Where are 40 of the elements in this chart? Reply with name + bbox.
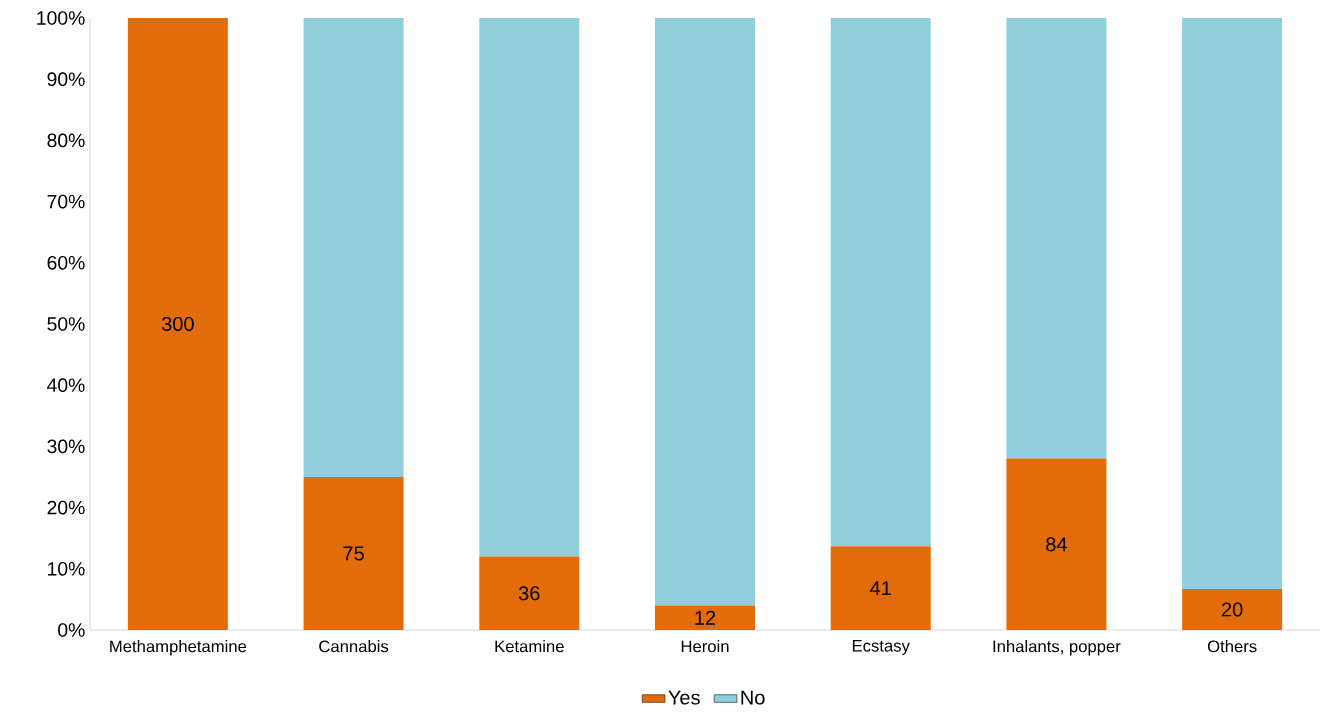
bar <box>1006 17 1107 459</box>
annotation: 75 <box>343 546 364 561</box>
y-tick-label: 50% <box>47 317 85 331</box>
bar <box>1182 17 1283 589</box>
y-tick-label: 90% <box>47 72 85 87</box>
x-tick-label: Cannabis <box>319 640 389 653</box>
annotation: 20 <box>1222 602 1243 617</box>
y-tick-label: 100% <box>37 11 85 25</box>
legend-label: Yes <box>668 690 700 705</box>
x-tick-label: Heroin <box>681 640 729 653</box>
x-tick-label: Methamphetamine <box>110 640 247 656</box>
annotation: 41 <box>870 581 891 595</box>
bar <box>479 556 580 630</box>
legend-label: No <box>741 690 765 705</box>
x-tick-label: Inhalants, popper <box>993 640 1121 656</box>
bar <box>303 476 404 630</box>
bar <box>830 17 931 547</box>
y-tick-label: 30% <box>47 439 85 454</box>
y-tick-label: 80% <box>47 133 85 148</box>
bar <box>830 546 931 630</box>
bar <box>655 17 756 606</box>
annotation: 36 <box>518 586 540 601</box>
annotation: 12 <box>695 610 716 625</box>
y-tick-label: 70% <box>47 194 85 209</box>
x-tick-label: Ecstasy <box>852 640 910 655</box>
bar <box>479 17 580 557</box>
y-tick-label: 20% <box>47 500 85 515</box>
bar <box>1182 588 1283 630</box>
y-tick-label: 0% <box>58 623 85 637</box>
x-tick-label: Ketamine <box>495 640 564 653</box>
y-tick-label: 40% <box>47 378 85 393</box>
bar <box>127 17 228 630</box>
annotation: 84 <box>1046 537 1067 552</box>
bar <box>303 17 404 477</box>
y-tick-label: 10% <box>48 561 85 576</box>
annotation: 300 <box>161 316 194 332</box>
bar <box>1006 458 1107 630</box>
y-tick-label: 60% <box>47 255 85 270</box>
bar <box>655 605 756 630</box>
x-tick-label: Others <box>1207 640 1257 653</box>
